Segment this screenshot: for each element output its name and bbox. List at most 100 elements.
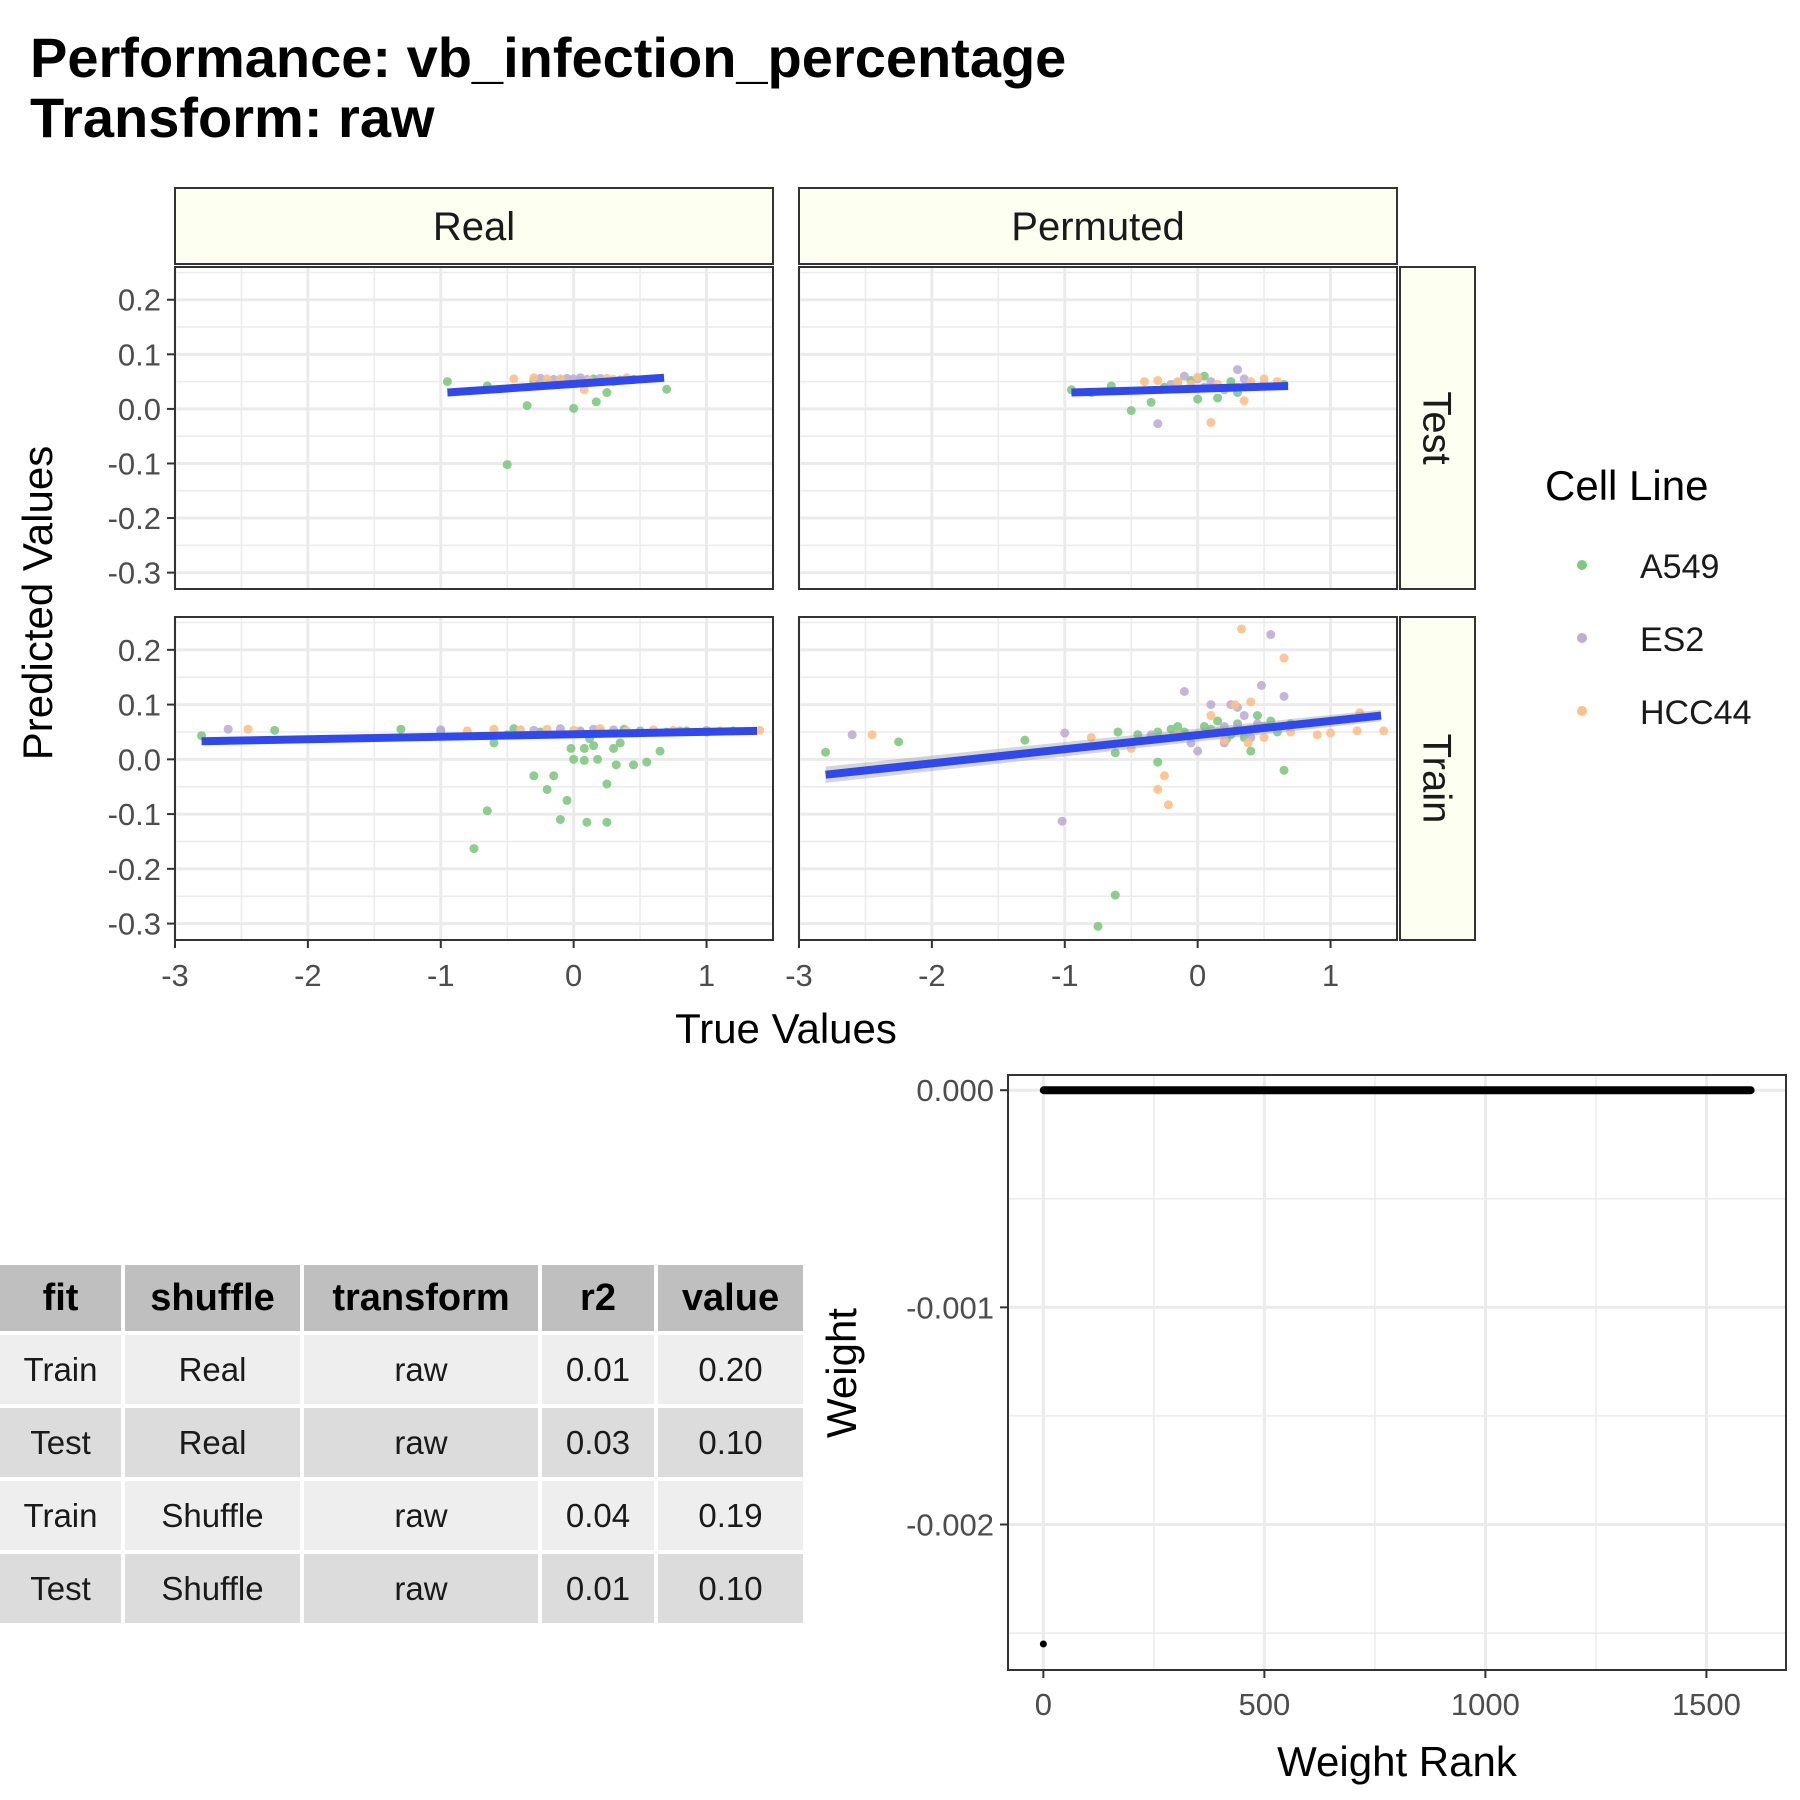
table-header-transform: transform	[304, 1265, 538, 1331]
data-point-es2	[1266, 630, 1276, 640]
data-point-a549	[1252, 711, 1262, 721]
data-point-a549	[482, 806, 492, 816]
data-point-hcc44	[1140, 377, 1150, 387]
regression-line	[201, 726, 758, 746]
weight-panel-background	[1008, 1075, 1786, 1670]
regression-line	[1071, 381, 1289, 397]
data-point-es2	[1153, 419, 1163, 429]
data-point-hcc44	[1153, 784, 1163, 794]
table-header-fit: fit	[0, 1265, 121, 1331]
data-point-a549	[509, 724, 519, 734]
panel-background	[175, 617, 773, 940]
data-point-es2	[847, 730, 857, 740]
x-tick-label: -3	[161, 958, 189, 993]
x-axis-title: True Values	[675, 1005, 897, 1052]
data-point-hcc44	[243, 724, 253, 734]
data-point-hcc44	[1286, 727, 1296, 737]
table-cell: Train	[0, 1335, 121, 1404]
x-axis-title: Weight Rank	[1277, 1738, 1518, 1785]
data-point-hcc44	[509, 374, 519, 384]
data-point-hcc44	[1243, 738, 1253, 748]
data-point-a549	[609, 743, 619, 753]
data-point-es2	[1186, 738, 1196, 748]
data-point-a549	[582, 817, 592, 827]
data-point-es2	[535, 373, 545, 383]
data-point-a549	[1146, 397, 1156, 407]
table-cell: raw	[304, 1481, 538, 1550]
data-point-hcc44	[1206, 711, 1216, 721]
data-point-a549	[579, 743, 589, 753]
data-point-a549	[1020, 735, 1030, 745]
table-header-shuffle: shuffle	[125, 1265, 300, 1331]
x-tick-label: -1	[1051, 958, 1079, 993]
y-tick-label: 0.000	[916, 1073, 994, 1108]
facet-panel-real-train	[173, 616, 774, 941]
y-tick-label: -0.3	[108, 907, 161, 942]
data-point-a549	[396, 724, 406, 734]
data-point-a549	[469, 844, 479, 854]
x-tick-label: 500	[1239, 1687, 1291, 1722]
data-point-hcc44	[1259, 732, 1269, 742]
facet-strip-train	[1399, 616, 1476, 941]
y-tick-label: -0.002	[906, 1508, 994, 1543]
x-tick-label: 1	[698, 958, 715, 993]
table-row: Train Real raw 0.01 0.20	[0, 1335, 803, 1404]
data-point-es2	[1206, 700, 1216, 710]
data-point-a549	[579, 755, 589, 765]
data-point-es2	[436, 725, 446, 735]
facet-strip-test	[1399, 266, 1476, 590]
data-point-hcc44	[1086, 732, 1096, 742]
data-point-es2	[1193, 746, 1203, 756]
data-point-hcc44	[1379, 726, 1389, 736]
data-point-a549	[1173, 721, 1183, 731]
data-point-es2	[1256, 680, 1266, 690]
facet-strip-permuted	[798, 187, 1398, 265]
data-point-a549	[489, 738, 499, 748]
data-point-a549	[502, 460, 512, 470]
data-point-a549	[1193, 394, 1203, 404]
data-point-a549	[602, 817, 612, 827]
facet-strip-label: Permuted	[1011, 205, 1184, 249]
data-point-a549	[1126, 406, 1136, 416]
table-cell: 0.01	[542, 1335, 654, 1404]
data-point-hcc44	[542, 374, 552, 384]
table-cell: Shuffle	[125, 1554, 300, 1623]
panel-border	[798, 616, 1398, 941]
y-tick-label: 0.2	[118, 633, 161, 668]
table-cell: raw	[304, 1408, 538, 1477]
data-point-a549	[1279, 765, 1289, 775]
y-tick-label: -0.2	[108, 852, 161, 887]
data-point-a549	[522, 401, 532, 411]
data-point-hcc44	[1173, 377, 1183, 387]
data-point-a549	[1133, 730, 1143, 740]
panel-background	[175, 267, 773, 589]
data-point-es2	[1233, 365, 1243, 375]
x-tick-label: 1	[1322, 958, 1339, 993]
x-tick-label: 0	[1189, 958, 1206, 993]
table-cell: 0.01	[542, 1554, 654, 1623]
table-cell: 0.10	[658, 1554, 803, 1623]
facet-strip-label: Test	[1415, 391, 1459, 464]
facet-panel-permuted-test	[797, 266, 1398, 590]
y-tick-label: -0.001	[906, 1290, 994, 1325]
table-row: Test Real raw 0.03 0.10	[0, 1408, 803, 1477]
table-cell: Train	[0, 1481, 121, 1550]
data-point-hcc44	[1159, 771, 1169, 781]
data-point-hcc44	[489, 724, 499, 734]
y-tick-label: 0.1	[118, 337, 161, 372]
panel-background	[799, 617, 1397, 940]
data-point-hcc44	[1237, 624, 1247, 634]
y-tick-label: -0.2	[108, 501, 161, 536]
data-point-hcc44	[1163, 800, 1173, 810]
data-point-a549	[1153, 757, 1163, 767]
facet-panel-permuted-train	[797, 616, 1398, 941]
data-point-hcc44	[1352, 726, 1362, 736]
data-point-hcc44	[1206, 418, 1216, 428]
data-point-hcc44	[1279, 653, 1289, 663]
data-point-es2	[1279, 691, 1289, 701]
legend-key-a549	[1577, 560, 1587, 570]
x-tick-label: -2	[918, 958, 946, 993]
table-cell: Shuffle	[125, 1481, 300, 1550]
table-cell: raw	[304, 1554, 538, 1623]
data-point-es2	[1057, 816, 1067, 826]
